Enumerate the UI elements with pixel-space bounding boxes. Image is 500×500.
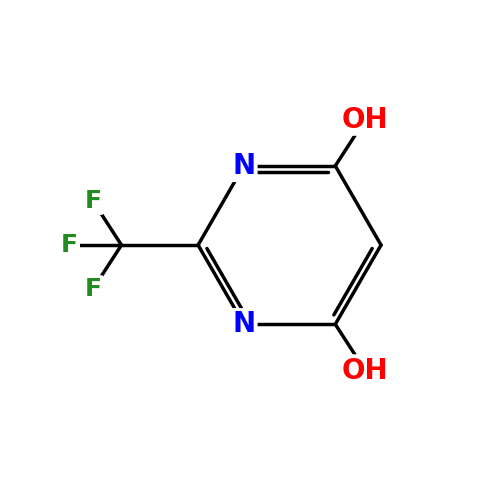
Text: OH: OH: [342, 356, 388, 384]
Text: N: N: [232, 310, 256, 338]
Text: F: F: [84, 277, 102, 301]
Text: F: F: [61, 233, 78, 257]
Text: OH: OH: [342, 106, 388, 134]
Text: F: F: [84, 189, 102, 213]
Text: N: N: [232, 152, 256, 180]
